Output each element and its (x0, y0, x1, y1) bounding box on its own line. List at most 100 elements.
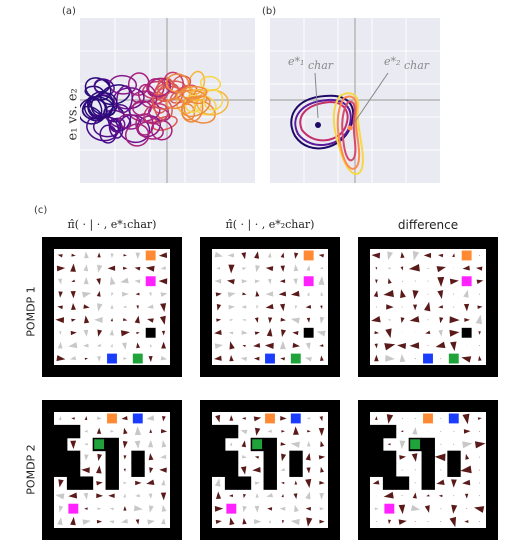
plot-a-ellipses (80, 70, 229, 147)
policy-arrow (110, 253, 114, 259)
goal-orange-square (107, 413, 117, 424)
policy-arrow (161, 504, 167, 512)
policy-arrow (318, 427, 325, 436)
policy-arrow (320, 440, 325, 447)
wall-cell (289, 450, 303, 465)
policy-arrow (254, 317, 259, 323)
policy-arrow (57, 278, 62, 285)
policy-arrow (388, 519, 392, 525)
policy-arrow (400, 266, 404, 271)
goal-pink-square (68, 503, 79, 514)
policy-arrow (123, 468, 126, 472)
policy-arrow (319, 316, 325, 324)
policy-arrow (373, 290, 379, 298)
policy-arrow (318, 455, 326, 460)
policy-arrow (412, 250, 420, 261)
policy-arrow (97, 329, 103, 337)
policy-arrow (228, 331, 234, 335)
policy-arrow (293, 264, 299, 272)
policy-arrow (109, 507, 114, 511)
policy-arrow (97, 507, 102, 511)
policy-arrow (254, 427, 261, 436)
policy-arrow (374, 416, 378, 421)
policy-arrow (55, 317, 65, 324)
policy-arrow (254, 505, 260, 513)
policy-arrow (452, 253, 455, 258)
policy-arrow (160, 292, 168, 297)
policy-arrow (397, 342, 407, 350)
policy-arrow (437, 253, 444, 258)
policy-arrow (96, 343, 102, 347)
wall-cell (212, 424, 226, 439)
policy-arrow (84, 507, 88, 510)
policy-arrow (280, 265, 285, 272)
policy-arrow (463, 429, 471, 434)
contour-ellipse (83, 97, 108, 120)
policy-arrow (123, 254, 127, 257)
policy-arrow (414, 358, 416, 360)
policy-arrow (134, 426, 142, 436)
policy-arrow (479, 521, 481, 522)
policy-arrow (228, 264, 235, 274)
policy-arrow (450, 341, 457, 352)
policy-arrow (84, 251, 89, 259)
policy-arrow (281, 430, 286, 433)
policy-arrow (107, 265, 116, 271)
policy-arrow (70, 330, 77, 336)
wall-cell (370, 450, 384, 465)
policy-arrow (146, 479, 155, 485)
grid-pomdp2-col1 (42, 400, 182, 540)
policy-arrow (109, 520, 115, 524)
policy-arrow (58, 291, 63, 298)
policy-arrow (424, 505, 430, 513)
policy-arrow (306, 265, 311, 271)
column-header-3: difference (397, 218, 459, 232)
policy-arrow (256, 305, 259, 309)
policy-arrow (292, 342, 301, 348)
policy-arrow (55, 493, 65, 500)
policy-arrow (423, 252, 432, 259)
policy-arrow (242, 292, 247, 296)
policy-arrow (227, 253, 234, 258)
policy-arrow (409, 342, 420, 349)
wall-cell (54, 450, 68, 465)
policy-arrow (479, 293, 481, 295)
policy-arrow (375, 267, 378, 270)
policy-arrow (97, 264, 103, 273)
wall-cell (370, 463, 384, 477)
wall-cell (105, 437, 119, 452)
policy-arrow (149, 467, 154, 474)
policy-arrow (69, 355, 77, 361)
policy-arrow (476, 279, 484, 285)
grid-pomdp1-col3 (358, 237, 498, 377)
wall-cell (224, 463, 239, 477)
policy-arrow (120, 277, 129, 284)
policy-arrow (385, 354, 395, 362)
policy-arrow (462, 413, 470, 425)
contour-ellipse (90, 92, 118, 118)
policy-arrow (121, 291, 129, 297)
policy-arrow (292, 331, 299, 336)
contour-ellipse (165, 97, 185, 110)
policy-arrow (229, 318, 234, 322)
policy-arrow (477, 305, 483, 310)
policy-arrow (255, 493, 259, 498)
policy-arrow (57, 517, 63, 526)
policy-arrow (461, 356, 472, 363)
policy-arrow (267, 507, 273, 511)
wall-cell (421, 476, 435, 490)
policy-arrow (462, 479, 471, 486)
policy-arrow (215, 491, 222, 499)
policy-arrow (453, 306, 455, 308)
policy-arrow (242, 318, 246, 322)
policy-arrow (436, 266, 446, 273)
policy-arrow (96, 493, 104, 499)
policy-arrow (96, 290, 101, 297)
policy-arrow (147, 318, 154, 323)
goal-pink-square (145, 276, 156, 287)
wall-cell (212, 437, 226, 452)
policy-arrow (440, 508, 442, 510)
policy-arrow (449, 516, 457, 528)
policy-arrow (121, 416, 128, 421)
contour-ellipse (147, 77, 171, 98)
